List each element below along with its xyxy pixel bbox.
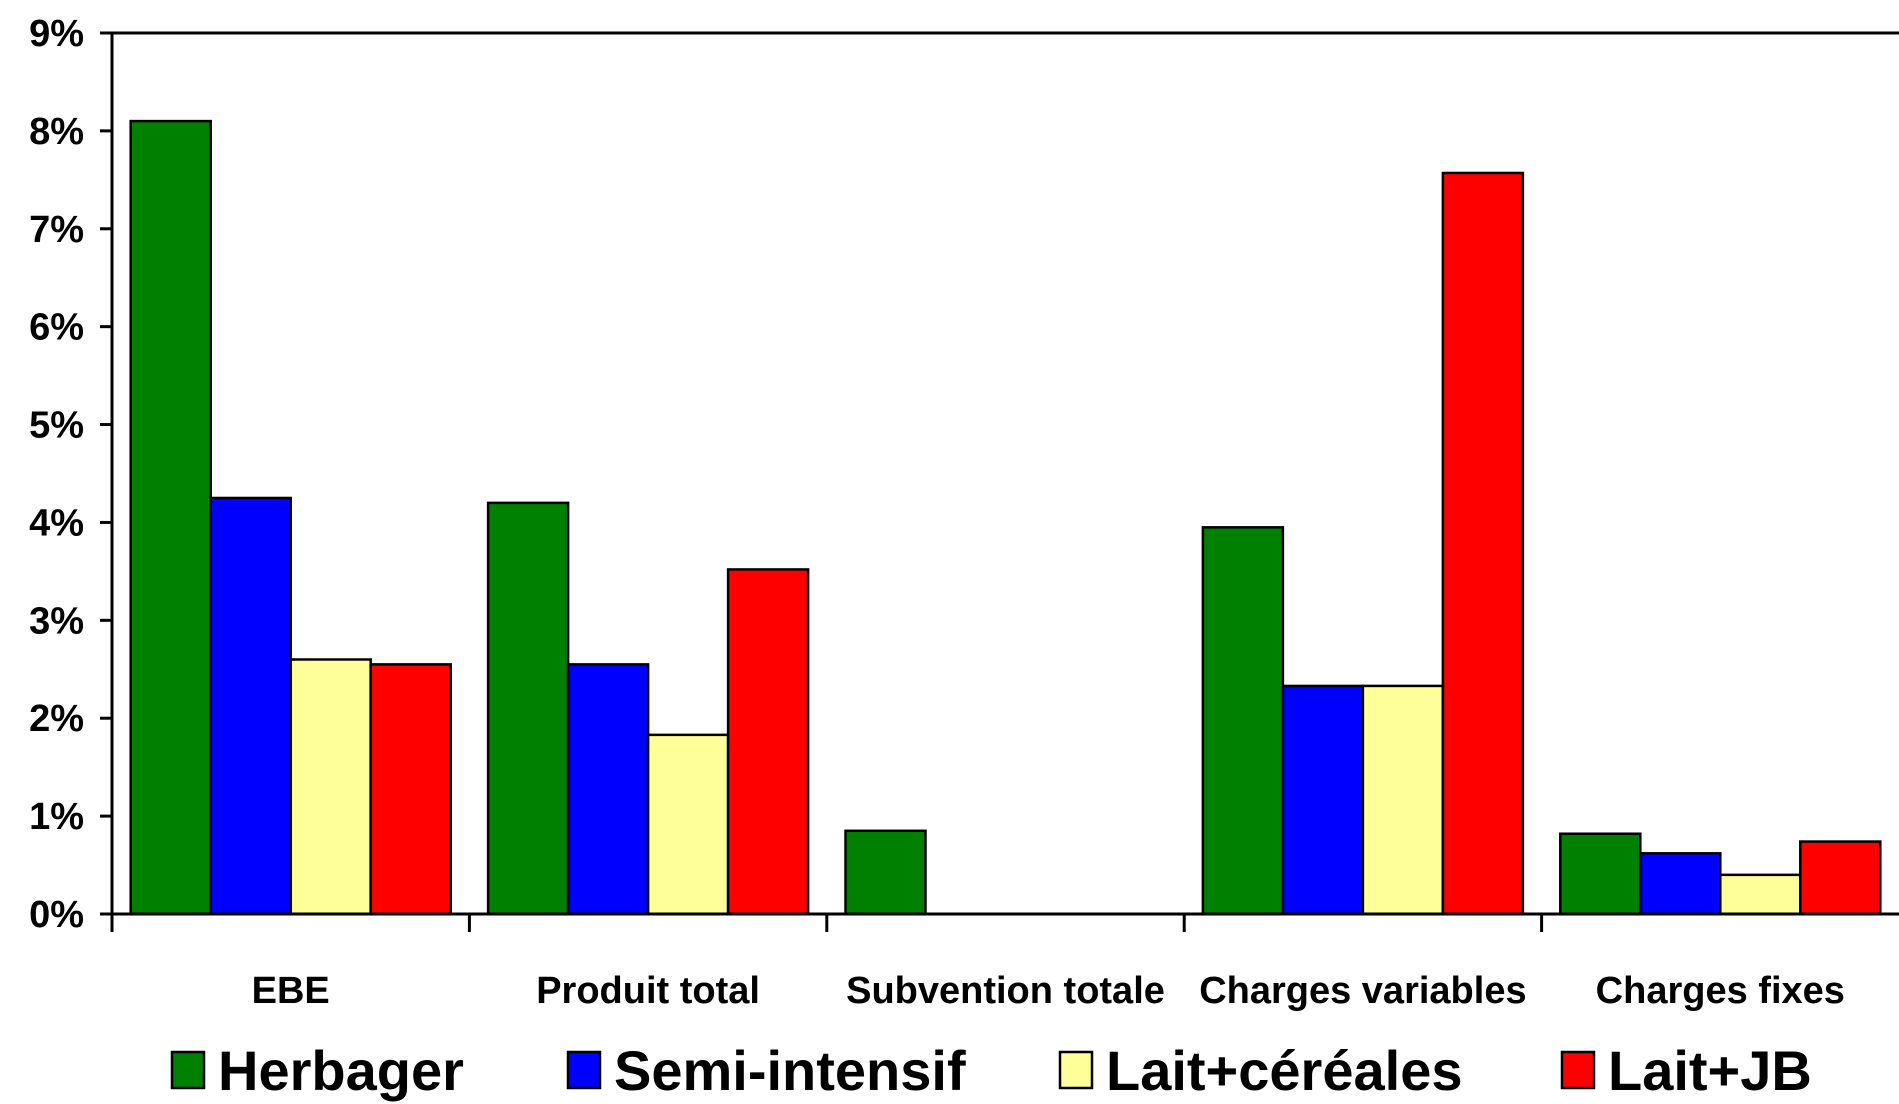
- y-tick-label: 6%: [29, 307, 84, 349]
- y-tick-label: 4%: [29, 502, 84, 544]
- bar-ebe-lait-jb: [369, 663, 452, 916]
- x-category-label: EBE: [252, 970, 330, 1012]
- bar-subvention-totale-herbager: [844, 829, 927, 916]
- legend: Herbager Semi-intensif Lait+céréales Lait+J…: [170, 1039, 1812, 1102]
- bar-ebe-herbager: [129, 119, 212, 916]
- y-tick-label: 0%: [29, 894, 84, 936]
- y-tick-label: 7%: [29, 209, 84, 251]
- bar-charges-variables-semi-intensif: [1281, 684, 1365, 916]
- bar-produit-total-lait-jb: [726, 568, 810, 916]
- y-tick-label: 8%: [29, 111, 84, 153]
- bar-charges-variables-herbager: [1201, 526, 1285, 916]
- x-category-label: Produit total: [536, 970, 760, 1012]
- bar-charges-variables-lait-cereales: [1361, 684, 1445, 916]
- legend-label-herbager: Herbager: [218, 1039, 464, 1102]
- legend-label-lait-jb: Lait+JB: [1608, 1039, 1812, 1102]
- bars: [129, 119, 1882, 916]
- y-tick-label: 5%: [29, 405, 84, 447]
- x-category-label: Charges variables: [1199, 970, 1526, 1012]
- legend-swatch-semi-intensif: [566, 1050, 602, 1090]
- bar-produit-total-lait-cereales: [646, 733, 730, 916]
- bar-charges-fixes-lait-jb: [1799, 840, 1882, 916]
- bar-charges-fixes-herbager: [1559, 832, 1642, 916]
- bar-charges-fixes-lait-cereales: [1719, 873, 1802, 916]
- y-tick-label: 3%: [29, 600, 84, 642]
- legend-swatch-lait-cereales: [1058, 1050, 1094, 1090]
- y-tick-label: 9%: [29, 13, 84, 55]
- bar-charges-fixes-semi-intensif: [1639, 852, 1722, 916]
- legend-swatch-lait-jb: [1560, 1050, 1596, 1090]
- legend-label-semi-intensif: Semi-intensif: [614, 1039, 966, 1102]
- bar-produit-total-semi-intensif: [566, 663, 650, 916]
- legend-swatch-herbager: [170, 1050, 206, 1090]
- legend-label-lait-cereales: Lait+céréales: [1106, 1039, 1462, 1102]
- y-tick-label: 2%: [29, 698, 84, 740]
- bar-ebe-lait-cereales: [289, 658, 372, 916]
- x-axis-labels: EBE Produit total Subvention totale Charges…: [252, 970, 1845, 1012]
- x-category-label: Charges fixes: [1596, 970, 1845, 1012]
- axes: [110, 31, 1899, 932]
- x-category-label: Subvention totale: [846, 970, 1165, 1012]
- y-axis-ticks: 0% 1% 2% 3% 4% 5% 6% 7% 8% 9%: [29, 13, 112, 936]
- y-tick-label: 1%: [29, 796, 84, 838]
- bar-charges-variables-lait-jb: [1441, 171, 1525, 916]
- bar-ebe-semi-intensif: [209, 496, 292, 916]
- bar-produit-total-herbager: [486, 501, 570, 916]
